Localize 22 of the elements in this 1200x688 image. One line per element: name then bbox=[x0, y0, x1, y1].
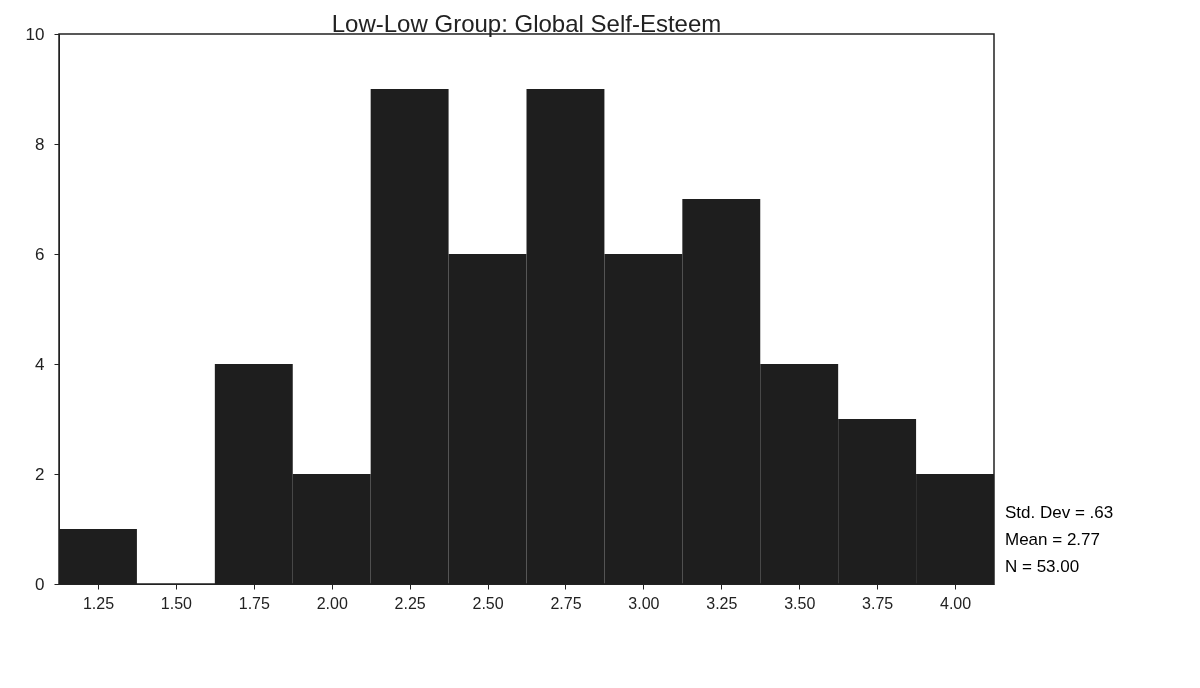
text: Std. Dev = .63 bbox=[1005, 502, 1114, 524]
y-tick-label: 8 bbox=[35, 134, 45, 154]
x-tick-label: 2.25 bbox=[394, 594, 426, 612]
y-tick-label: 10 bbox=[25, 24, 45, 44]
x-tick-label: 1.50 bbox=[160, 594, 193, 612]
y-tick-label: 2 bbox=[35, 464, 45, 484]
y-tick-label: 4 bbox=[35, 354, 45, 374]
text: N = 53.00 bbox=[1005, 556, 1081, 578]
x-tick-label: 2.00 bbox=[316, 594, 348, 612]
x-tick-label: 3.75 bbox=[862, 594, 894, 612]
x-tick-label: 2.50 bbox=[472, 594, 504, 612]
x-tick-label: 1.25 bbox=[82, 594, 115, 612]
x-tick-label: 2.75 bbox=[550, 594, 582, 612]
y-tick-label: 0 bbox=[35, 574, 45, 594]
x-tick-label: 3.50 bbox=[784, 594, 816, 612]
x-tick-label: 4.00 bbox=[939, 594, 972, 612]
text: Mean = 2.77 bbox=[1005, 529, 1101, 551]
x-tick-label: 1.75 bbox=[238, 594, 270, 612]
y-tick-label: 6 bbox=[35, 244, 45, 264]
x-tick-label: 3.25 bbox=[706, 594, 738, 612]
x-tick-label: 3.00 bbox=[628, 594, 660, 612]
chart-title: Low-Low Group: Global Self-Esteem bbox=[331, 10, 722, 37]
